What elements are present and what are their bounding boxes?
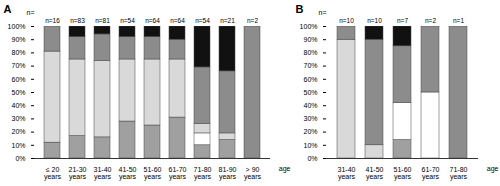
svg-text:n=64: n=64 [145,17,160,24]
svg-text:n=10: n=10 [339,17,354,24]
svg-text:71-80years: 71-80years [194,166,212,181]
svg-text:n=: n= [27,9,35,16]
svg-text:51-60years: 51-60years [144,166,162,181]
svg-text:n=21: n=21 [220,17,235,24]
svg-text:n=16: n=16 [45,17,60,24]
svg-text:50%: 50% [303,89,317,96]
svg-text:10%: 10% [11,142,25,149]
svg-text:40%: 40% [303,102,317,109]
svg-text:80%: 80% [11,49,25,56]
svg-text:age: age [487,165,499,173]
svg-text:n=64: n=64 [170,17,185,24]
svg-text:70%: 70% [11,62,25,69]
svg-text:n=54: n=54 [120,17,135,24]
svg-text:50%: 50% [11,89,25,96]
svg-text:B: B [296,3,304,15]
svg-text:n=10: n=10 [367,17,382,24]
svg-text:A: A [4,3,12,15]
svg-text:n=54: n=54 [195,17,210,24]
svg-text:71-80years: 71-80years [450,166,468,181]
svg-text:41-50years: 41-50years [119,166,137,181]
svg-text:age: age [279,165,291,173]
svg-text:90%: 90% [11,36,25,43]
svg-text:81-90years: 81-90years [219,166,237,181]
svg-text:20%: 20% [303,128,317,135]
svg-text:0%: 0% [15,155,25,162]
svg-text:80%: 80% [303,49,317,56]
svg-text:0%: 0% [307,155,317,162]
svg-text:20%: 20% [11,128,25,135]
svg-text:n=1: n=1 [453,17,464,24]
svg-text:n=7: n=7 [397,17,408,24]
svg-text:> 90years: > 90years [244,166,262,181]
svg-text:51-60years: 51-60years [394,166,412,181]
svg-text:60%: 60% [303,76,317,83]
svg-text:90%: 90% [303,36,317,43]
svg-text:30%: 30% [303,115,317,122]
svg-text:61-70years: 61-70years [422,166,440,181]
svg-text:n=2: n=2 [247,17,258,24]
svg-text:n=81: n=81 [95,17,110,24]
svg-text:n=83: n=83 [70,17,85,24]
svg-text:61-70years: 61-70years [169,166,187,181]
svg-text:30%: 30% [11,115,25,122]
svg-text:31-40years: 31-40years [338,166,356,181]
svg-text:21-30years: 21-30years [69,166,87,181]
svg-text:60%: 60% [11,76,25,83]
svg-text:n=2: n=2 [425,17,436,24]
svg-text:41-50years: 41-50years [366,166,384,181]
svg-text:≤ 20years: ≤ 20years [44,166,62,181]
svg-text:10%: 10% [303,142,317,149]
svg-text:100%: 100% [300,23,318,30]
svg-text:n=: n= [319,9,327,16]
svg-text:40%: 40% [11,102,25,109]
svg-text:100%: 100% [8,23,26,30]
svg-text:70%: 70% [303,62,317,69]
svg-text:31-40years: 31-40years [94,166,112,181]
